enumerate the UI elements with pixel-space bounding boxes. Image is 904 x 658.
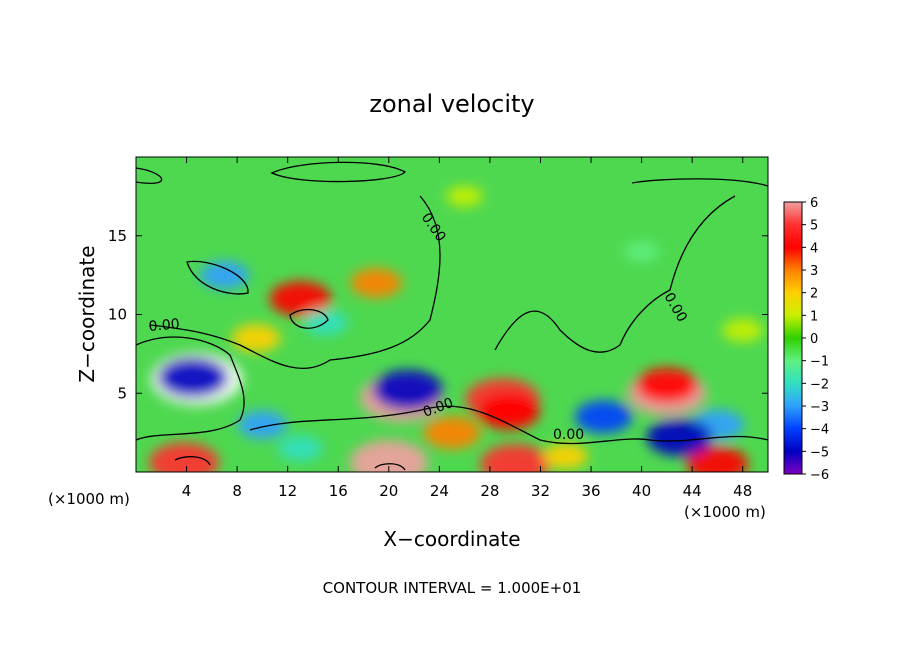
colorbar-tick-label: 2 xyxy=(810,287,818,302)
contour-line-lower-left xyxy=(136,336,245,441)
contour-line-mid-lobe xyxy=(289,308,329,329)
velocity-cell xyxy=(624,241,659,262)
x-tick-label: 24 xyxy=(430,482,449,500)
x-tick-label: 16 xyxy=(329,482,348,500)
x-unit-right: (×1000 m) xyxy=(684,503,766,521)
x-tick-label: 28 xyxy=(480,482,499,500)
x-tick-label: 4 xyxy=(182,482,192,500)
colorbar-tick-label: −2 xyxy=(810,377,829,392)
plot-area: 0.00 0.00 0.00 0.00 0.00 xyxy=(136,157,768,472)
chart-title: zonal velocity xyxy=(369,90,534,118)
contour-line-lower xyxy=(249,405,768,445)
velocity-cell xyxy=(349,440,428,472)
colorbar-tick-label: 4 xyxy=(810,241,818,256)
velocity-cell xyxy=(231,324,281,353)
colorbar-tick-label: 5 xyxy=(810,219,818,234)
velocity-cell xyxy=(277,435,323,462)
contour-line-central xyxy=(149,195,441,370)
x-tick-label: 8 xyxy=(232,482,242,500)
velocity-cell xyxy=(423,416,481,450)
velocity-cell xyxy=(237,410,287,439)
velocity-cell xyxy=(478,394,540,430)
x-axis-label: X−coordinate xyxy=(383,527,520,551)
velocity-cell xyxy=(157,357,228,398)
colorbar-tick-label: −5 xyxy=(810,445,829,460)
colorbar-tick-label: −4 xyxy=(810,423,829,438)
velocity-cell xyxy=(372,370,443,411)
colorbar-ticks: 6 5 4 3 2 1 0 −1 −2 −3 −4 −5 −6 xyxy=(802,196,829,483)
velocity-cell xyxy=(350,268,402,298)
contour-label: 0.00 xyxy=(148,316,180,335)
colorbar-tick-label: 3 xyxy=(810,264,818,279)
contour-line-bottom-ring-2 xyxy=(374,463,406,471)
velocity-cell xyxy=(480,444,551,472)
velocity-cell xyxy=(543,443,589,470)
velocity-cell xyxy=(636,367,698,403)
colorbar-tick-label: 0 xyxy=(810,332,818,347)
velocity-cell xyxy=(574,400,633,434)
y-axis-ticks: 5 10 15 xyxy=(108,227,768,402)
velocity-cell xyxy=(446,185,483,207)
contour-line-left-lobe xyxy=(186,260,249,295)
colorbar-tick-label: −3 xyxy=(810,400,829,415)
x-tick-label: 44 xyxy=(683,482,702,500)
contour-line-top-ellipse xyxy=(270,161,407,183)
colorbar-tick-label: −6 xyxy=(810,468,829,483)
contour-line-top-right xyxy=(631,178,768,187)
velocity-cell xyxy=(199,261,249,290)
y-tick-label: 5 xyxy=(117,384,127,402)
x-tick-label: 40 xyxy=(632,482,651,500)
y-tick-label: 10 xyxy=(108,306,127,324)
colorbar-fill xyxy=(784,202,802,474)
colorbar-tick-label: 6 xyxy=(810,196,818,211)
y-axis-label: Z−coordinate xyxy=(75,245,99,382)
x-tick-label: 48 xyxy=(733,482,752,500)
y-tick-label: 15 xyxy=(108,227,127,245)
velocity-cell xyxy=(269,281,332,317)
x-tick-label: 12 xyxy=(278,482,297,500)
contour-line-right xyxy=(494,195,736,353)
velocity-cell xyxy=(646,418,713,457)
contour-interval-footer: CONTOUR INTERVAL = 1.000E+01 xyxy=(323,579,582,597)
velocity-cell xyxy=(722,318,764,342)
contour-label: 0.00 xyxy=(553,427,584,443)
contour-line-bottom-ring xyxy=(174,456,211,466)
velocity-field xyxy=(149,185,764,472)
contour-lines xyxy=(136,161,768,471)
colorbar-tick-label: 1 xyxy=(810,309,818,324)
velocity-cell xyxy=(686,446,749,472)
x-axis-ticks: 4 8 12 16 20 24 28 32 36 40 44 48 xyxy=(182,157,752,500)
colorbar-tick-label: −1 xyxy=(810,355,829,370)
x-tick-label: 36 xyxy=(581,482,600,500)
x-tick-label: 32 xyxy=(531,482,550,500)
colorbar: 6 5 4 3 2 1 0 −1 −2 −3 −4 −5 −6 xyxy=(783,196,829,483)
contour-line-top-left xyxy=(136,167,163,184)
x-unit-left: (×1000 m) xyxy=(48,490,130,508)
x-tick-label: 20 xyxy=(379,482,398,500)
